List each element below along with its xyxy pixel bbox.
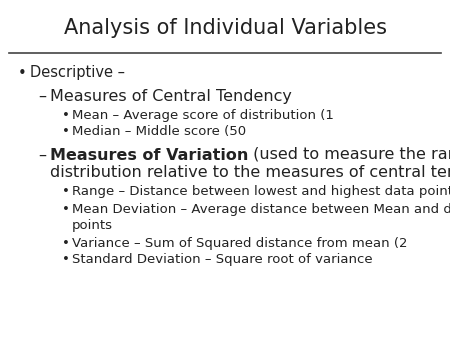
Text: •: • xyxy=(62,254,70,266)
Text: •: • xyxy=(18,66,27,80)
Text: –: – xyxy=(38,89,46,103)
Text: Measures of Central Tendency: Measures of Central Tendency xyxy=(50,89,292,103)
Text: Mean – Average score of distribution (1: Mean – Average score of distribution (1 xyxy=(72,108,334,121)
Text: Analysis of Individual Variables: Analysis of Individual Variables xyxy=(63,18,387,38)
Text: Standard Deviation – Square root of variance: Standard Deviation – Square root of vari… xyxy=(72,254,373,266)
Text: Variance – Sum of Squared distance from mean (2: Variance – Sum of Squared distance from … xyxy=(72,237,408,249)
Text: •: • xyxy=(62,125,70,139)
Text: Descriptive –: Descriptive – xyxy=(30,66,125,80)
Text: Mean Deviation – Average distance between Mean and data: Mean Deviation – Average distance betwee… xyxy=(72,202,450,216)
Text: Range – Distance between lowest and highest data point: Range – Distance between lowest and high… xyxy=(72,186,450,198)
Text: •: • xyxy=(62,202,70,216)
Text: •: • xyxy=(62,108,70,121)
Text: •: • xyxy=(62,237,70,249)
Text: Measures of Variation: Measures of Variation xyxy=(50,147,248,163)
Text: •: • xyxy=(62,186,70,198)
Text: (used to measure the range of the: (used to measure the range of the xyxy=(248,147,450,163)
Text: distribution relative to the measures of central tendency): distribution relative to the measures of… xyxy=(50,166,450,180)
Text: Median – Middle score (50: Median – Middle score (50 xyxy=(72,125,246,139)
Text: points: points xyxy=(72,219,113,233)
Text: –: – xyxy=(38,147,46,163)
